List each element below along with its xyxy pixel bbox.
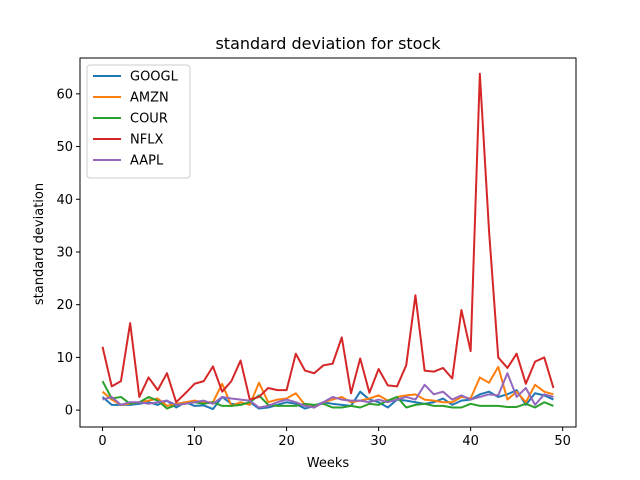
x-tick-label: 20 (278, 434, 295, 449)
x-axis-label: Weeks (307, 456, 350, 471)
y-tick-label: 30 (56, 245, 73, 260)
x-tick-label: 0 (98, 434, 106, 449)
series-line-nflx (101, 72, 555, 404)
y-tick-label: 20 (56, 298, 73, 313)
legend-box (86, 64, 191, 179)
x-tick-label: 10 (186, 434, 203, 449)
legend-label-nflx: NFLX (130, 133, 163, 148)
series-line-amzn (101, 365, 554, 409)
axes-frame (79, 57, 577, 428)
y-tick-label: 0 (65, 404, 73, 419)
legend-label-googl: GOOGL (130, 70, 179, 85)
legend: GOOGL AMZN COUR NFLX AAPL (86, 64, 191, 179)
y-tick-label: 60 (56, 87, 73, 102)
legend-label-cour: COUR (130, 112, 168, 127)
chart-title: standard deviation for stock (215, 34, 441, 53)
series-line-googl (101, 389, 554, 411)
x-tick-label: 30 (370, 434, 387, 449)
legend-label-amzn: AMZN (130, 91, 169, 106)
y-tick-label: 50 (56, 140, 73, 155)
legend-label-aapl: AAPL (130, 154, 164, 169)
y-tick-label: 10 (56, 351, 73, 366)
plot-area: 0 10 20 30 40 50 0 10 20 30 40 50 60 (56, 57, 577, 449)
x-tick-label: 40 (462, 434, 479, 449)
y-tick-label: 40 (56, 193, 73, 208)
y-axis-label: standard deviation (32, 183, 47, 305)
x-tick-label: 50 (554, 434, 571, 449)
series-line-aapl (102, 372, 554, 409)
